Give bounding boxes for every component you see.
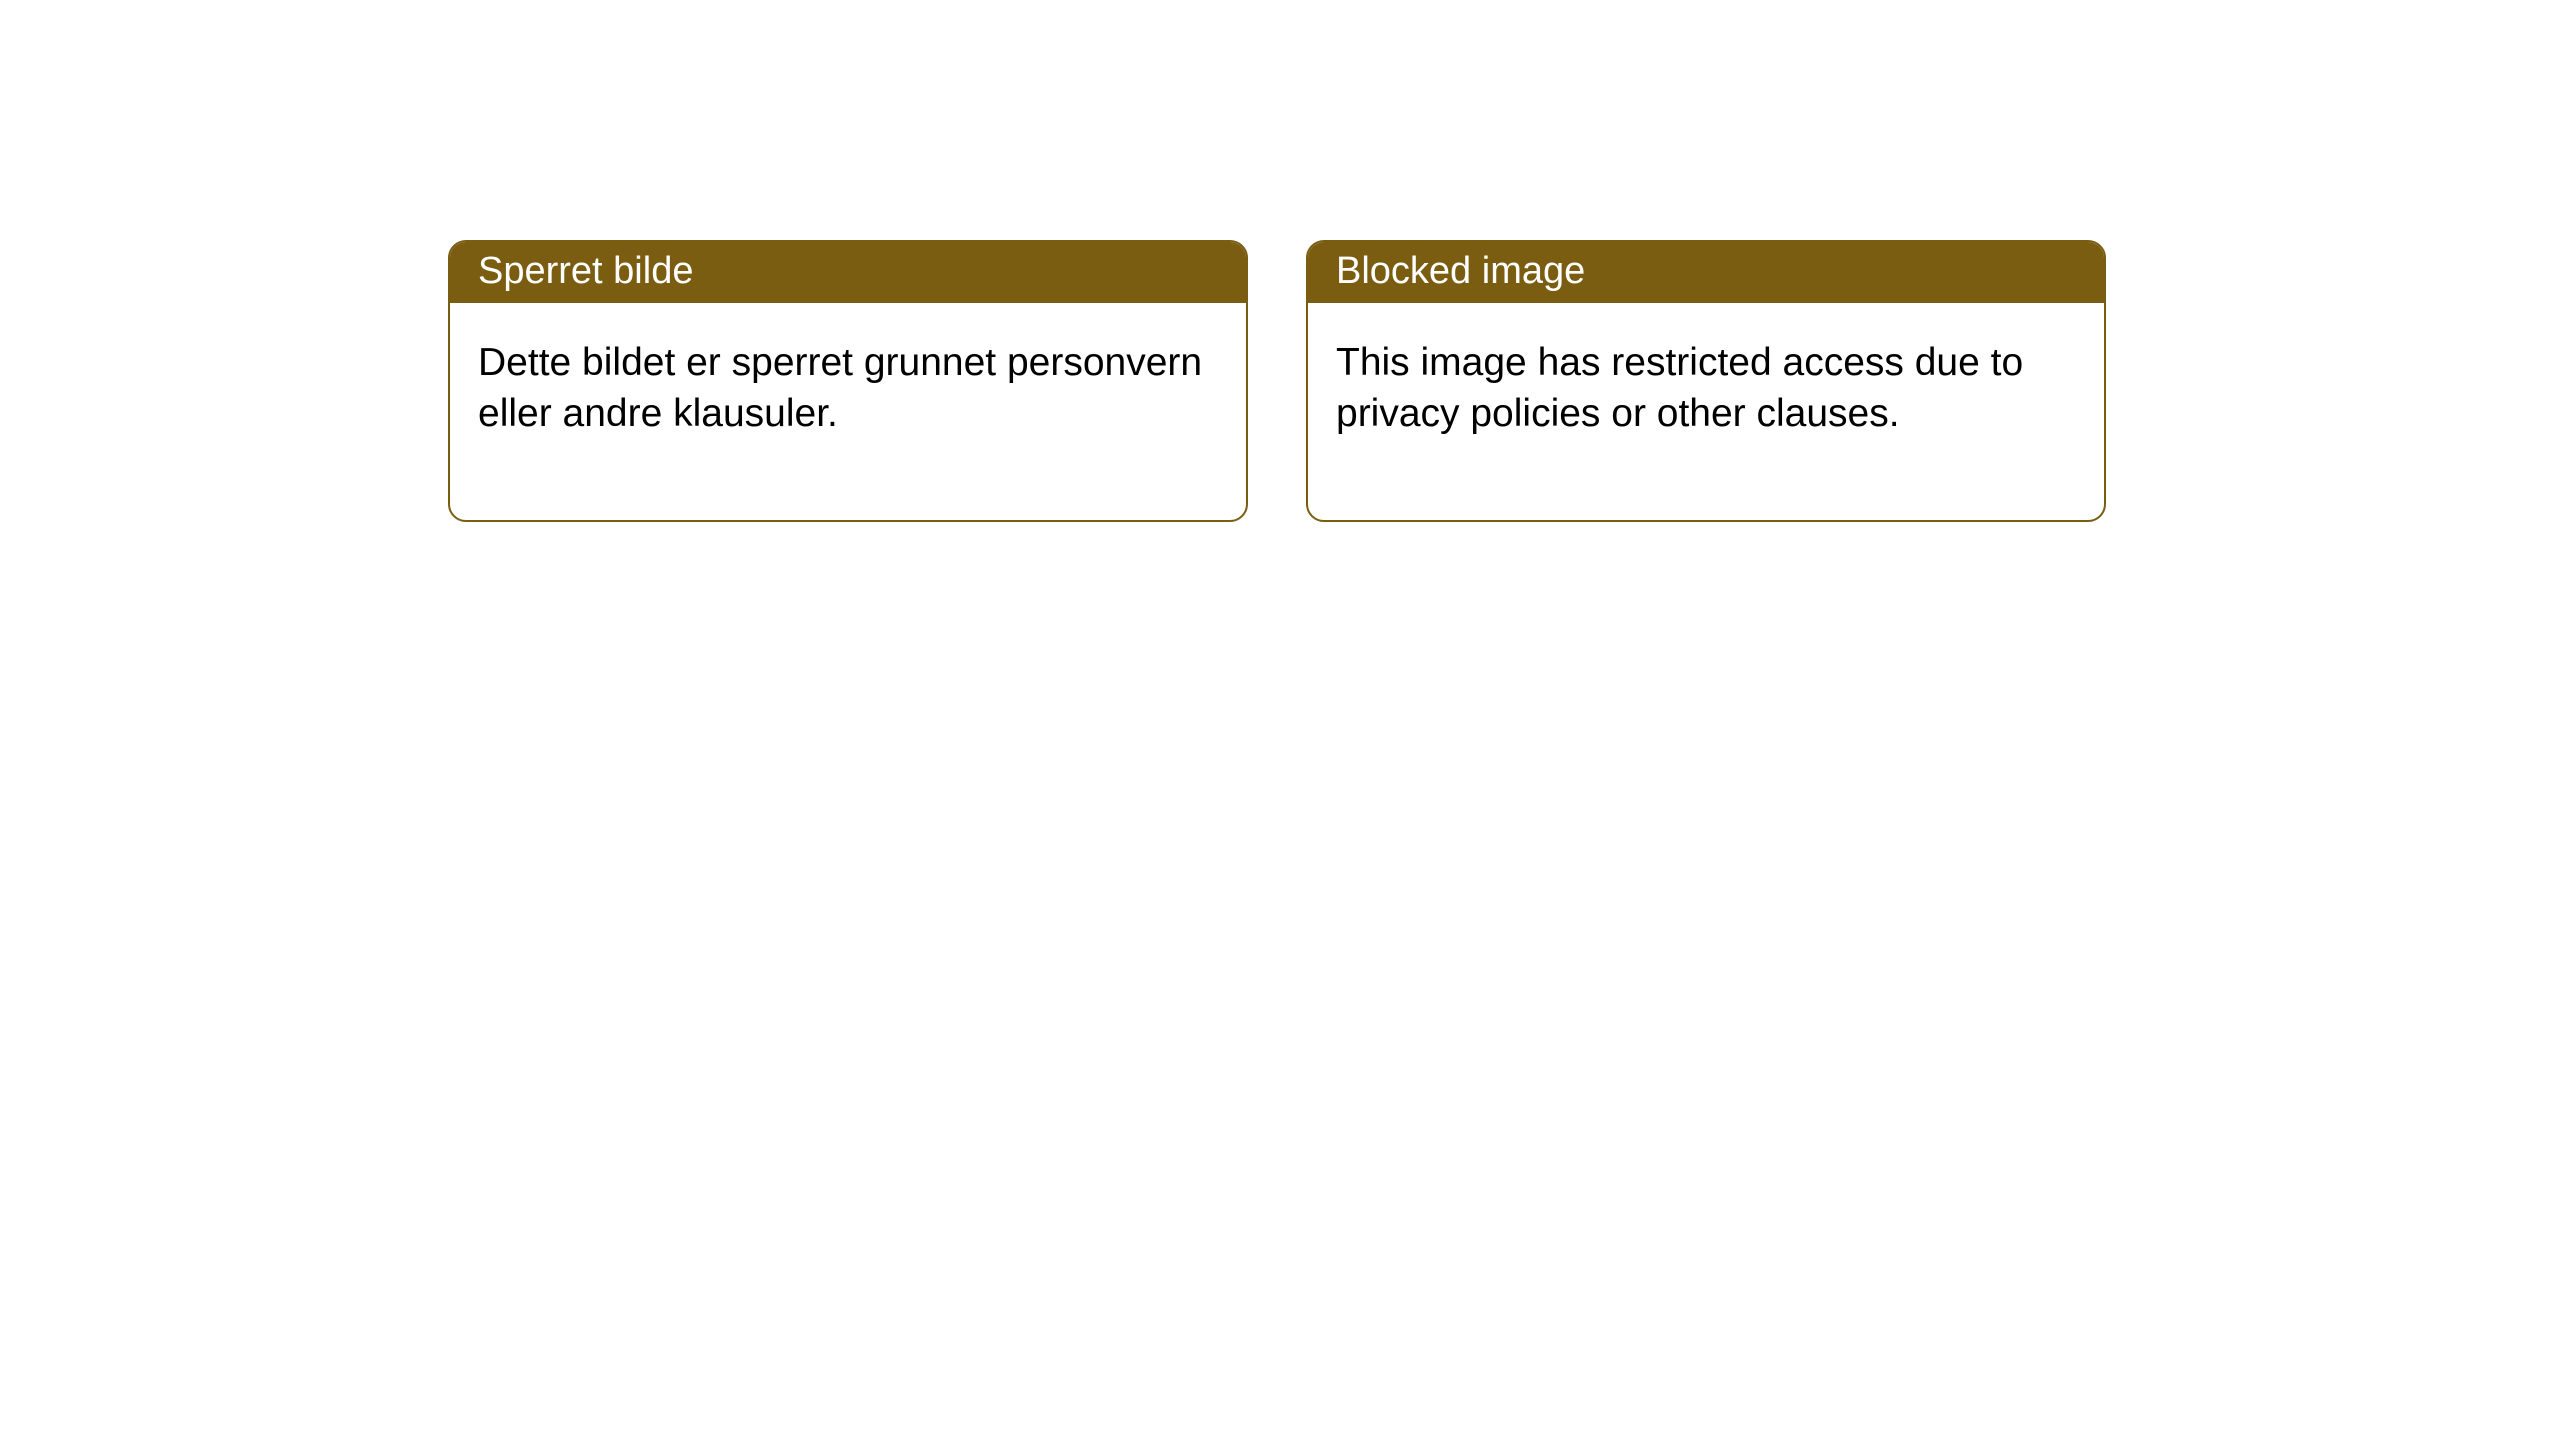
notice-body: Dette bildet er sperret grunnet personve… (450, 303, 1246, 520)
notice-body-text: This image has restricted access due to … (1336, 341, 2023, 435)
notice-header: Blocked image (1308, 242, 2104, 303)
notice-body: This image has restricted access due to … (1308, 303, 2104, 520)
notice-cards-container: Sperret bilde Dette bildet er sperret gr… (448, 240, 2560, 522)
notice-card-norwegian: Sperret bilde Dette bildet er sperret gr… (448, 240, 1248, 522)
notice-card-english: Blocked image This image has restricted … (1306, 240, 2106, 522)
notice-title: Sperret bilde (478, 250, 693, 292)
notice-header: Sperret bilde (450, 242, 1246, 303)
notice-title: Blocked image (1336, 250, 1585, 292)
notice-body-text: Dette bildet er sperret grunnet personve… (478, 341, 1202, 435)
